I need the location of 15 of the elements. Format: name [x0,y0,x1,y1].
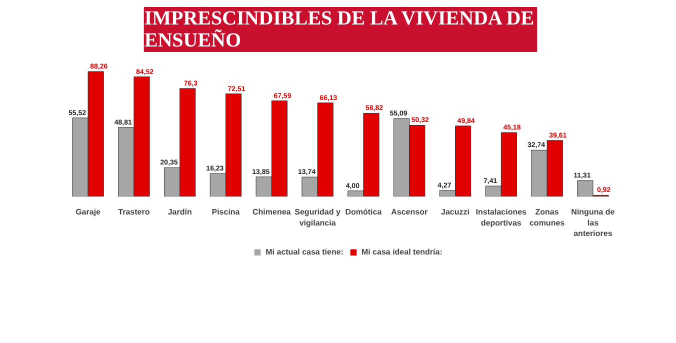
x-tick-label: Instalaciones deportivas [476,208,528,228]
chart-title: IMPRESCINDIBLES DE LA VIVIENDA DE ENSUEÑO [144,8,534,52]
x-tick-label: Chimenea [252,208,292,216]
x-tick-label: Trastero [118,208,150,216]
x-tick-label: Ascensor [391,208,428,216]
x-tick-label: Ninguna de las anteriores [571,208,616,238]
x-tick-label: Piscina [212,208,240,216]
x-tick-label: Jacuzzi [441,208,470,216]
legend-label: Mi actual casa tiene: [266,248,344,256]
x-tick-label: Zonas comunes [529,208,566,228]
legend-label: Mi casa ideal tendría: [361,248,442,256]
x-tick-label: Jardín [168,208,192,216]
x-tick-label: Garaje [76,208,102,216]
x-tick-label: Domótica [345,208,382,216]
x-tick-label: Seguridad y vigilancia [294,208,341,228]
